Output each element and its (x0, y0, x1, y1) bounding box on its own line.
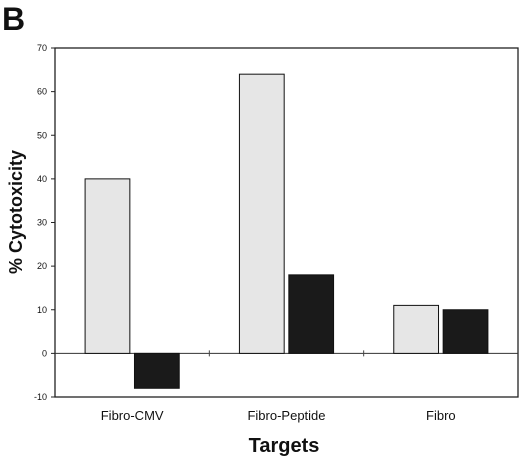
y-tick-label: 60 (37, 87, 47, 97)
y-tick-label: 50 (37, 130, 47, 140)
panel-label: B (2, 1, 25, 37)
x-axis-title: Targets (249, 435, 320, 457)
y-tick-label: -10 (34, 392, 47, 402)
bar-fibro-series-1 (393, 304, 440, 354)
y-tick-label: 70 (37, 43, 47, 53)
bar-fibro-peptide-series-1 (238, 73, 285, 354)
y-tick-label: 40 (37, 174, 47, 184)
y-axis-title: % Cytotoxicity (6, 150, 26, 274)
y-tick-label: 0 (42, 348, 47, 358)
y-tick-label: 10 (37, 305, 47, 315)
bar-fibro-cmv-series-2 (133, 352, 180, 389)
bar-fibro-series-2 (442, 309, 489, 354)
x-category-label: Fibro (426, 408, 456, 423)
bar-fibro-peptide-series-2 (288, 274, 335, 354)
y-tick-label: 20 (37, 261, 47, 271)
y-tick-label: 30 (37, 218, 47, 228)
bar-fibro-cmv-series-1 (84, 178, 131, 354)
x-category-label: Fibro-Peptide (247, 408, 325, 423)
x-category-label: Fibro-CMV (101, 408, 164, 423)
